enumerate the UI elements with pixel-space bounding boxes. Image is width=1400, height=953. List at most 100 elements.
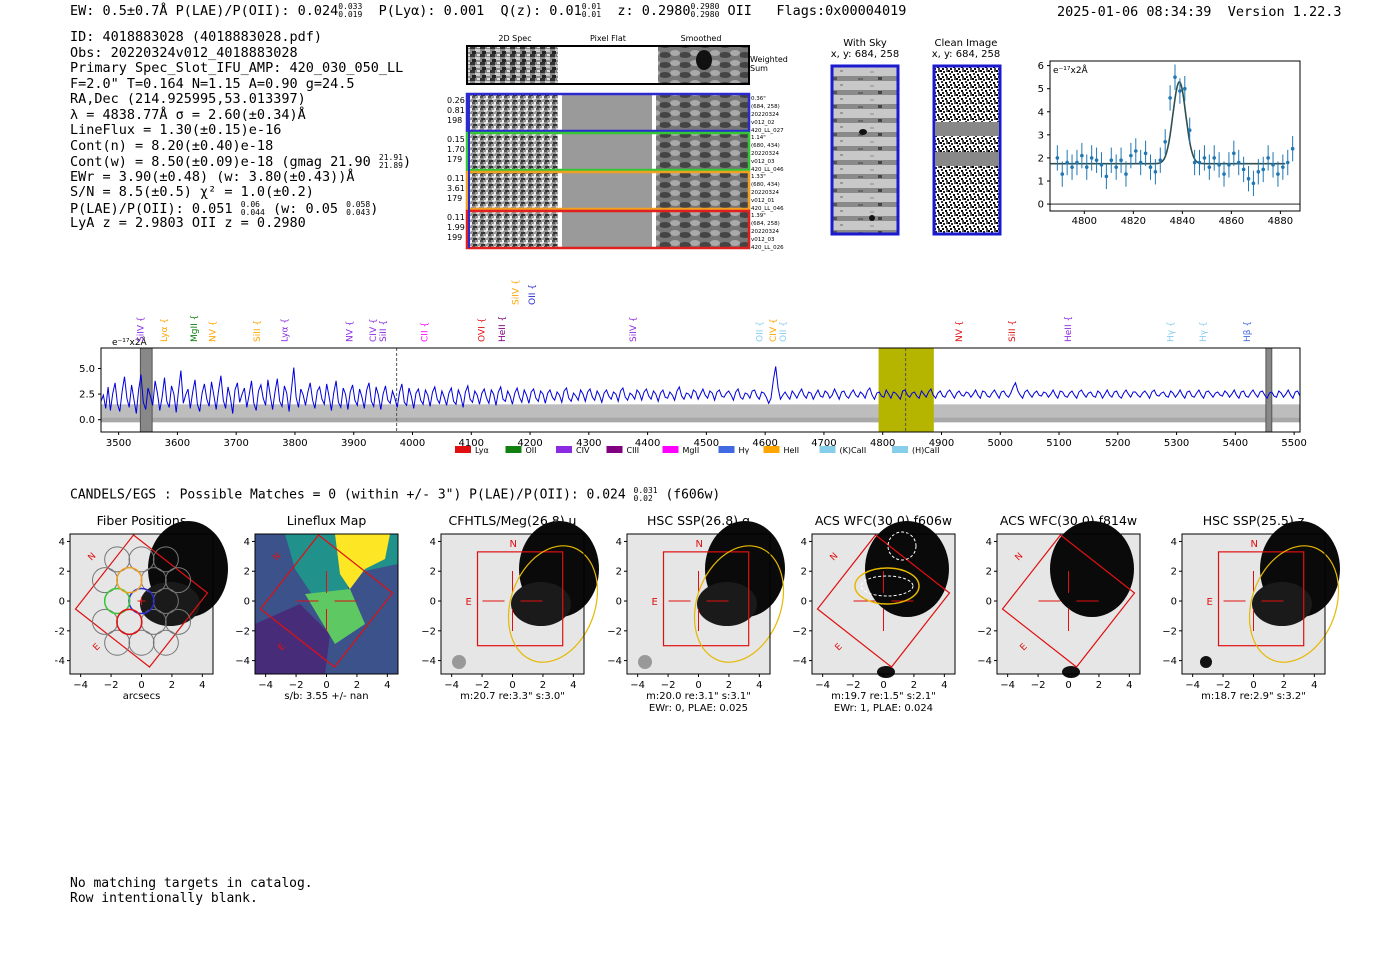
header-timestamp: 2025-01-06 08:34:39: [1057, 4, 1212, 20]
zoom-data-point: [1099, 163, 1104, 167]
fiber-value: 199: [447, 233, 462, 242]
info-params: F=2.0" T=0.164 N=1.15 A=0.90 g=24.5: [70, 75, 355, 92]
panel-ytick-label: 2: [244, 567, 250, 578]
spectrum-line-label: CIV {: [369, 318, 379, 342]
info-cont-n: Cont(n) = 8.20(±0.40)e-18: [70, 137, 274, 154]
bright-source: [1050, 521, 1134, 617]
zoom-data-point: [1232, 151, 1236, 156]
fiber-cutout-frame: [465, 170, 751, 211]
spectrum-masked-region: [1265, 347, 1273, 433]
legend-label: HeII: [784, 446, 800, 455]
panel-ytick-label: −4: [607, 656, 622, 667]
panel-xtick-label: 0: [1250, 680, 1256, 691]
panel-xtick-label: 0: [509, 680, 515, 691]
fiber-meta: v012_03: [751, 237, 775, 243]
panel-caption: s/b: 3.55 +/- nan: [284, 691, 368, 702]
spectrum-xtick-label: 4900: [929, 438, 954, 449]
zoom-data-point: [1290, 146, 1295, 151]
legend-label: OII: [526, 446, 537, 455]
spectrum-ytick-label: 0.0: [79, 415, 95, 426]
compass-east: E: [652, 597, 658, 608]
panel-ytick-label: −4: [235, 656, 250, 667]
zoom-data-point: [1065, 160, 1069, 165]
header-z-frac: 0.2980 0.2980: [690, 3, 719, 19]
spectrum-xtick-label: 5200: [1105, 438, 1130, 449]
spectrum-xtick-label: 4400: [635, 438, 660, 449]
panel-ytick-label: −2: [235, 626, 250, 637]
with-sky-coords: x, y: 684, 258: [830, 49, 900, 60]
panel-xtick-label: −4: [630, 680, 645, 691]
info-cont-w: Cont(w) = 8.50(±0.09)e-18 (gmag 21.90 21…: [70, 154, 411, 170]
imaging-panel: Lineflux Map N E −4 −4 −2 −2 0 0 2 2 4 4 s/b: 3.55 +/…: [235, 513, 399, 702]
panel-xtick-label: −2: [846, 680, 861, 691]
catalog-note-1: No matching targets in catalog.: [70, 876, 313, 891]
info-ewr: EWr = 3.90(±0.48) (w: 3.80(±0.43))Å: [70, 168, 355, 185]
fiber-meta: 420_LL_046: [751, 167, 784, 173]
panel-xtick-label: 2: [1096, 680, 1102, 691]
info-primary: Primary Spec_Slot_IFU_AMP: 420_030_050_L…: [70, 60, 404, 76]
panel-xtick-label: −2: [661, 680, 676, 691]
zoom-data-point: [1158, 158, 1163, 163]
zoom-ylabel: e⁻¹⁷x2Å: [1053, 64, 1089, 76]
zoom-data-point: [1129, 153, 1133, 158]
spectrum-line-label: SiII {: [379, 320, 389, 342]
spectrum-line-label-text: SiII {: [253, 320, 263, 342]
spectrum-xtick-label: 3600: [165, 438, 190, 449]
spectrum-line-label: Hγ {: [1167, 321, 1177, 342]
header-plae-frac: 0.033 0.019: [338, 3, 362, 19]
panel-ytick-label: −2: [977, 626, 992, 637]
imaging-panel: HSC SSP(26.8) g N E −4 −4 −2 −2 0 0 2 2 4 4 m:20.0 re…: [607, 513, 785, 714]
header-z: z: 0.2980: [617, 3, 691, 19]
legend-swatch: [718, 446, 735, 453]
info-cont-w-close: ): [402, 154, 412, 170]
zoom-data-point: [1207, 165, 1212, 169]
spectrum-xtick-label: 4200: [517, 438, 542, 449]
fiber-meta: 1.14": [751, 135, 766, 141]
spectrum-line-label: OII {: [779, 321, 789, 342]
panel-xtick-label: 4: [1311, 680, 1317, 691]
header-qz: Q(z): 0.01: [500, 3, 582, 19]
spectrum-line-label: SiII {: [1008, 320, 1018, 342]
fiber-value: 0.11: [447, 213, 465, 222]
header-qz-hi: 0.01: [581, 2, 602, 11]
panel-ytick-label: 4: [244, 537, 250, 548]
info-plae-frac: 0.06 0.044: [240, 199, 265, 217]
zoom-data-point: [1281, 165, 1285, 169]
spectrum-ytick-label: 2.5: [79, 390, 95, 401]
fiber-meta: 420_LL_027: [751, 128, 784, 134]
panel-ytick-label: −2: [792, 626, 807, 637]
info-plae-hi: 0.06: [240, 199, 260, 209]
zoom-data-point: [1060, 172, 1065, 176]
fiber-value: 179: [447, 155, 462, 164]
with-sky-image: [830, 64, 900, 236]
info-id: ID: 4018883028 (4018883028.pdf): [70, 29, 322, 45]
panel-xtick-label: −2: [475, 680, 490, 691]
panel-ytick-label: 4: [616, 537, 622, 548]
spectrum-line-label-text: OII {: [779, 321, 789, 342]
panel-title: HSC SSP(26.8) g: [647, 513, 750, 528]
panel-xtick-label: 2: [169, 680, 175, 691]
header-qz-frac: 0.01 0.01: [582, 3, 601, 19]
fiber-meta: 20220324: [751, 229, 779, 235]
fiber-meta: (680, 434): [751, 143, 780, 149]
zoom-data-point: [1080, 153, 1084, 158]
col-label-pixelflat: Pixel Flat: [590, 34, 626, 43]
spectrum-flux-line: [100, 366, 1301, 414]
spectrum-line-label-text: CIV {: [369, 318, 379, 342]
info-plae: P(LAE)/P(OII): 0.051 0.06 0.044 (w: 0.05 …: [70, 199, 411, 217]
spectrum-xtick-label: 5100: [1046, 438, 1071, 449]
panel-xtick-label: 2: [354, 680, 360, 691]
zoom-data-point: [1138, 160, 1143, 165]
zoom-data-point: [1143, 151, 1148, 156]
zoom-ytick-label: 4: [1038, 107, 1044, 118]
info-radec: RA,Dec (214.925995,53.013397): [70, 91, 306, 107]
zoom-xtick-label: 4860: [1219, 216, 1244, 227]
spectrum-line-label-text: CII {: [420, 322, 430, 342]
with-sky-title-text: With Sky: [843, 38, 887, 49]
fiber-circle: [128, 629, 155, 656]
fiber-circle: [165, 567, 192, 594]
panel-xtick-label: −4: [1185, 680, 1200, 691]
header-plya: P(Lyα): 0.001: [378, 3, 485, 19]
